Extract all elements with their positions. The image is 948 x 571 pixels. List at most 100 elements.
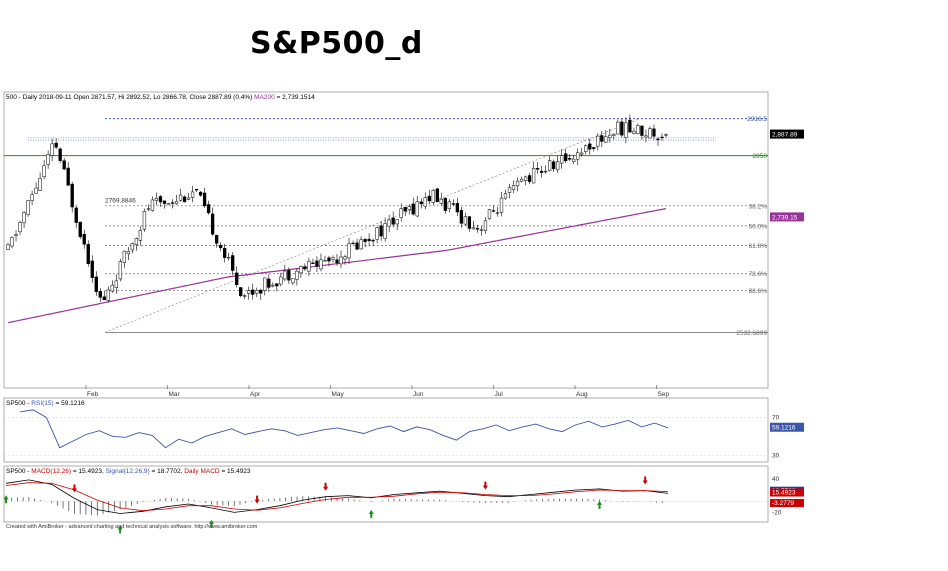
candle-body	[198, 191, 203, 196]
rsi-value-box	[770, 422, 804, 432]
candle-body	[194, 188, 199, 191]
rsi-tick-0: 70	[772, 414, 780, 421]
candle-body	[584, 145, 588, 152]
price-box-label-1: 2,739.15	[772, 214, 798, 221]
candle-body	[14, 234, 18, 236]
candle-body	[110, 284, 114, 292]
candle-body	[182, 196, 187, 203]
rsi-line	[19, 409, 669, 449]
candle-body	[451, 203, 456, 205]
candle-body	[50, 143, 54, 156]
sell-arrow-icon	[71, 484, 77, 493]
candle-body	[323, 260, 327, 262]
candle-body	[327, 257, 331, 262]
candle-body	[90, 260, 94, 278]
level-label-6: 88.6%	[749, 288, 768, 295]
candle-body	[491, 210, 496, 212]
candle-body	[499, 197, 504, 213]
candle-body	[319, 259, 323, 270]
candle-body	[34, 187, 38, 194]
candle-body	[660, 136, 664, 139]
candle-body	[612, 133, 616, 136]
rsi-tick-1: 30	[772, 452, 780, 459]
candle-body	[383, 223, 387, 239]
candle-body	[38, 178, 42, 191]
candle-body	[596, 135, 600, 147]
candle-body	[46, 154, 50, 165]
candle-body	[343, 256, 347, 260]
candle-body	[130, 243, 135, 251]
candle-body	[58, 148, 62, 161]
candle-body	[547, 160, 552, 171]
candle-body	[166, 203, 171, 205]
candle-body	[403, 207, 407, 212]
candle-body	[271, 284, 275, 287]
level-label-1: 2850	[753, 153, 768, 160]
candle-body	[202, 192, 207, 207]
candle-body	[102, 296, 106, 300]
price-box-1	[770, 212, 804, 222]
candle-body	[106, 289, 110, 301]
candle-body	[291, 278, 295, 284]
candle-body	[419, 201, 423, 205]
candle-body	[523, 176, 528, 181]
level-label-0: 2916.5	[747, 116, 767, 123]
candle-body	[359, 239, 363, 250]
candle-body	[483, 220, 488, 231]
candle-body	[439, 198, 443, 204]
candle-body	[70, 183, 74, 208]
candle-body	[539, 170, 544, 173]
candle-body	[580, 152, 584, 155]
candle-body	[22, 212, 26, 224]
candle-body	[339, 256, 343, 265]
candle-body	[243, 295, 247, 297]
candle-body	[138, 229, 143, 241]
candle-body	[239, 287, 243, 297]
candle-body	[174, 201, 179, 205]
buy-arrow-icon	[3, 495, 9, 504]
candle-body	[186, 197, 191, 200]
rsi-value-label: 59.1216	[772, 425, 796, 432]
candle-body	[624, 122, 628, 138]
candle-body	[311, 262, 315, 264]
candle-body	[303, 266, 307, 270]
candle-body	[247, 290, 251, 294]
candle-body	[214, 234, 219, 244]
level-label-4: 61.8%	[749, 243, 768, 250]
candle-body	[423, 197, 427, 207]
trendline	[104, 118, 641, 333]
candle-body	[552, 161, 556, 170]
candle-body	[122, 250, 127, 263]
footer-credit: Created with AmiBroker - advanced charti…	[6, 524, 258, 530]
candle-body	[74, 207, 78, 223]
candle-body	[572, 158, 576, 162]
candle-body	[118, 261, 122, 280]
candle-body	[503, 193, 508, 199]
macd-value-label-2: -3.2779	[772, 500, 794, 507]
candle-body	[459, 210, 464, 224]
macd-value-label-1: 15.4923	[772, 490, 796, 497]
price-header: 500 - Daily 2018-09-11 Open 2871.57, Hi …	[6, 94, 315, 101]
candle-body	[628, 119, 632, 133]
candle-body	[134, 238, 139, 245]
candle-body	[78, 221, 82, 238]
sell-arrow-icon	[323, 482, 329, 491]
candle-body	[295, 270, 299, 280]
buy-arrow-icon	[208, 519, 214, 528]
candle-body	[479, 229, 484, 231]
candle-body	[347, 243, 351, 259]
candle-body	[576, 152, 580, 160]
candle-body	[299, 266, 303, 274]
price-panel	[3, 91, 769, 389]
month-label-apr: Apr	[250, 391, 261, 398]
candle-body	[218, 245, 223, 249]
macd-tick-0: 40	[772, 476, 780, 483]
candle-body	[206, 204, 211, 214]
candle-body	[62, 160, 66, 170]
candle-body	[98, 291, 102, 298]
candle-body	[355, 242, 359, 250]
candle-body	[527, 175, 532, 182]
candle-body	[315, 260, 319, 267]
candle-body	[10, 237, 14, 247]
candle-body	[114, 280, 118, 288]
